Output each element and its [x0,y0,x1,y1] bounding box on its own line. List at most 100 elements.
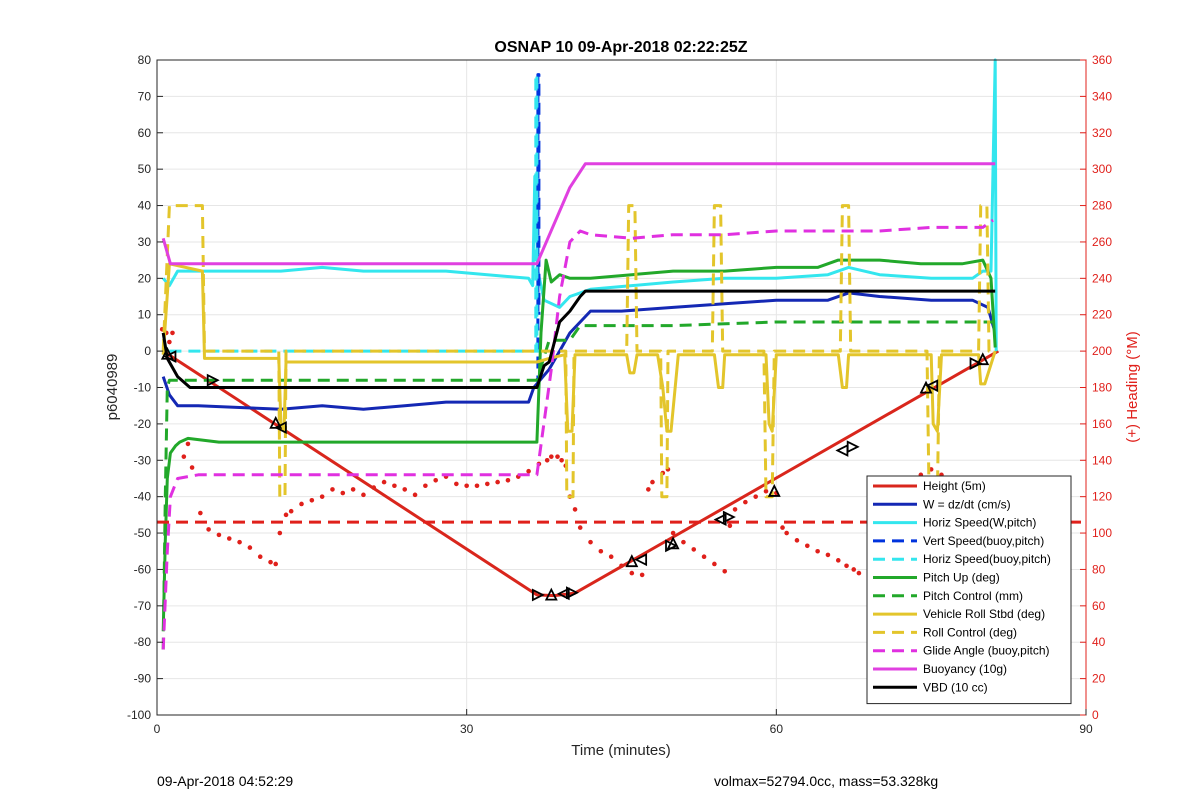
trajectory-marker [925,379,939,393]
heading-point [544,457,550,463]
trajectory-marker [625,554,639,568]
heading-point [555,454,560,459]
legend-label: Vert Speed(buoy,pitch) [923,534,1044,548]
legend-label: VBD (10 cc) [923,680,988,694]
heading-point [701,554,707,560]
heading-point [309,498,315,503]
trajectory-marker [634,553,648,567]
y2-tick-label: 320 [1092,126,1112,140]
y2-tick-label: 140 [1092,453,1112,467]
series-pitch-control-mm [161,320,994,650]
footer-volmax-mass: volmax=52794.0cc, mass=53.328kg [714,773,939,789]
legend-label: Vehicle Roll Stbd (deg) [923,607,1045,621]
marker-layer [160,346,990,602]
heading-point [206,527,211,532]
heading-point [198,510,203,516]
heading-point [495,479,500,485]
heading-point [237,539,242,545]
trajectory-marker [969,357,983,370]
y2-tick-label: 180 [1092,381,1112,395]
heading-point [572,507,578,512]
trajectory-marker [846,440,860,454]
legend-label: Pitch Control (mm) [923,589,1023,603]
y-tick-label: -100 [127,708,151,722]
heading-point [319,494,325,499]
heading-point [189,465,195,470]
heading-point [381,479,387,485]
y2-tick-label: 60 [1092,599,1106,613]
y-tick-label: 0 [144,344,151,358]
heading-point [753,494,758,499]
legend-label: Pitch Up (deg) [923,571,1000,585]
trajectory-marker [544,587,558,601]
y-tick-label: -60 [134,562,152,576]
heading-point [743,499,748,505]
series-pitch-up-deg [161,258,997,632]
y-tick-label: -50 [134,526,152,540]
y-tick-label: 50 [138,162,152,176]
y2-tick-label: 120 [1092,490,1112,504]
trajectory-marker [163,350,177,364]
heading-point [526,468,531,474]
heading-point [474,483,480,489]
trajectory-marker [273,421,287,434]
heading-point [559,457,564,463]
x-axis-label: Time (minutes) [571,742,670,759]
heading-point [361,492,366,498]
heading-point [780,525,785,530]
y-tick-label: -30 [134,453,152,467]
y-axis-label: p6040989 [104,354,121,421]
y-tick-label: 60 [138,126,152,140]
trajectory-marker [976,352,990,366]
legend-label: W = dz/dt (cm/s) [923,497,1011,511]
heading-point [727,523,733,529]
heading-point [485,481,490,487]
trajectory-marker [666,536,680,550]
y2-tick-label: 240 [1092,271,1112,285]
trajectory-marker [722,510,736,524]
heading-point [277,530,283,536]
y2-axis-label: (+) Heading (°M) [1124,331,1141,442]
heading-point [805,543,810,549]
y-tick-label: 40 [138,199,152,213]
heading-point [835,558,841,563]
y-tick-label: -20 [134,417,152,431]
heading-point [844,563,849,569]
heading-point [670,530,676,536]
heading-point [588,539,593,545]
heading-point [608,554,614,560]
heading-point [340,490,346,496]
series-roll-control-deg [161,204,996,499]
heading-point [268,559,273,565]
y-tick-label: -10 [134,381,152,395]
heading-point [598,548,604,554]
left-axis-ticks: -100-90-80-70-60-50-40-30-20-10010203040… [127,53,163,722]
y-tick-label: 30 [138,235,152,249]
legend-label: Horiz Speed(W,pitch) [923,516,1036,530]
y-tick-label: 70 [138,89,152,103]
heading-point [851,567,857,572]
heading-point [464,483,469,489]
heading-point [549,454,554,459]
trajectory-marker [556,587,570,601]
y2-tick-label: 360 [1092,53,1112,67]
heading-point [216,532,222,538]
y-tick-label: -90 [134,672,152,686]
chart-title: OSNAP 10 09-Apr-2018 02:22:25Z [494,39,747,56]
series-buoyancy-10g [161,162,996,266]
heading-point [784,530,789,536]
heading-point [646,487,651,492]
legend-label: Height (5m) [923,479,986,493]
heading-point [412,492,418,498]
legend-label: Glide Angle (buoy,pitch) [923,644,1050,658]
heading-point [794,538,800,543]
y2-tick-label: 40 [1092,635,1106,649]
heading-point [247,545,253,550]
trajectory-marker [767,483,781,497]
legend-box [866,475,1072,705]
heading-point [273,561,279,567]
y2-tick-label: 300 [1092,162,1112,176]
series-glide-angle-buoy-pitch [161,218,994,650]
x-axis-ticks: 0 30 60 90 [154,709,1093,736]
heading-point [181,454,187,459]
